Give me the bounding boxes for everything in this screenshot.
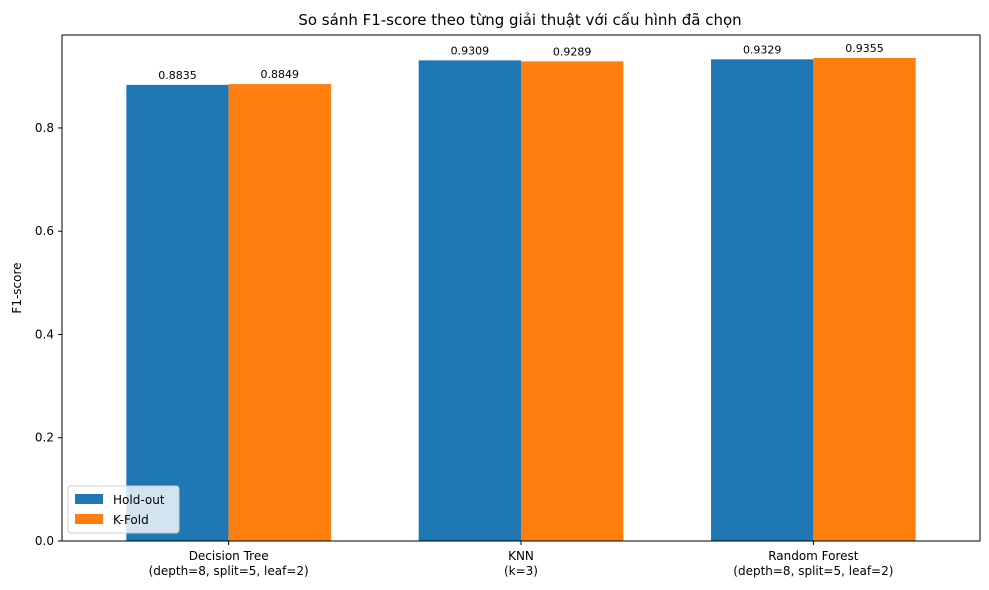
value-labels-group: 0.8835 0.9309 0.9329 0.8849 0.9289 0.9355 [158,42,884,82]
value-label: 0.8849 [261,68,300,81]
legend: Hold-out K-Fold [67,485,180,534]
legend-swatch [75,494,103,504]
bar-k-fold-1 [521,61,624,541]
x-tick-label: Random Forest (depth=8, split=5, leaf=2) [733,549,893,578]
x-tick-label: KNN (k=3) [504,549,538,578]
value-label: 0.9355 [845,42,884,55]
x-tick-label-line: Decision Tree [189,549,269,563]
bar-k-fold-0 [228,84,331,541]
x-tick-label-line: Random Forest [768,549,859,563]
x-tick-label-line: (depth=8, split=5, leaf=2) [149,564,309,578]
value-label: 0.8835 [158,69,197,82]
y-tick-label: 0.2 [35,431,54,445]
x-tick-label-line: (k=3) [504,564,538,578]
x-tick-label: Decision Tree (depth=8, split=5, leaf=2) [149,549,309,578]
legend-label: K-Fold [113,513,149,527]
y-axis: 0.0 0.2 0.4 0.6 0.8 [35,121,62,548]
chart-title: So sánh F1-score theo từng giải thuật vớ… [298,11,741,29]
y-tick-label: 0.8 [35,121,54,135]
value-label: 0.9289 [553,45,592,58]
legend-label: Hold-out [113,493,165,507]
bar-hold-out-0 [126,84,229,541]
bar-k-fold-2 [813,57,916,541]
x-tick-label-line: (depth=8, split=5, leaf=2) [733,564,893,578]
x-axis: Decision Tree (depth=8, split=5, leaf=2)K… [149,541,893,578]
y-tick-label: 0.6 [35,224,54,238]
bar-hold-out-1 [418,60,521,541]
y-tick-label: 0.0 [35,534,54,548]
value-label: 0.9329 [743,43,782,56]
legend-swatch [75,514,103,524]
bars-group [126,57,916,541]
bar-hold-out-2 [711,59,814,541]
y-axis-label: F1-score [10,262,24,313]
y-tick-label: 0.4 [35,327,54,341]
x-tick-label-line: KNN [508,549,534,563]
value-label: 0.9309 [451,44,490,57]
